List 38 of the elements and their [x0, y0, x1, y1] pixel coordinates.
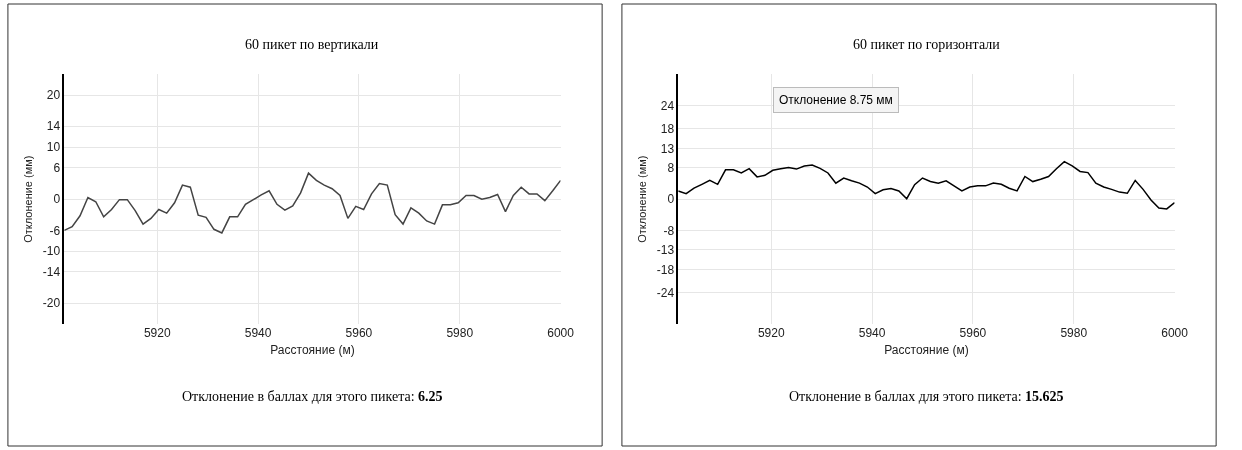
y-tick-label: 0	[53, 192, 61, 207]
x-tick-label: 6000	[1161, 326, 1189, 340]
y-tick-label: -6	[49, 223, 61, 238]
y-tick-label: -24	[656, 285, 675, 300]
x-tick-label: 5940	[858, 326, 886, 340]
y-tick-label: -20	[42, 296, 61, 311]
x-tick-label: 6000	[547, 326, 575, 340]
y-tick-label: -14	[42, 265, 61, 280]
y-tick-label: -8	[663, 223, 675, 238]
annotation: Отклонение 8.75 мм	[779, 93, 893, 107]
x-tick-label: 5920	[757, 326, 785, 340]
text: Отклонение в баллах для этого пикета: 15.625	[789, 389, 1064, 404]
line-series	[64, 172, 561, 234]
x-tick-label: 5980	[446, 326, 474, 340]
y-axis-title: Отклонение (мм)	[21, 155, 34, 243]
x-tick-label: 5920	[143, 326, 171, 340]
y-tick-label: 18	[660, 122, 675, 137]
x-axis-title: Расстояние (м)	[884, 342, 969, 357]
x-tick-label: 5940	[244, 326, 272, 340]
x-tick-label: 5960	[959, 326, 987, 340]
y-tick-label: 10	[46, 140, 61, 155]
x-axis-title: Расстояние (м)	[270, 342, 355, 357]
y-tick-label: -18	[656, 262, 675, 277]
y-axis-title: Отклонение (мм)	[635, 155, 648, 243]
x-tick-label: 5960	[345, 326, 373, 340]
y-tick-label: 8	[667, 161, 675, 176]
text: Отклонение в баллах для этого пикета: 6.25	[182, 389, 443, 404]
y-tick-label: -13	[656, 243, 675, 258]
y-tick-label: 20	[46, 88, 61, 103]
y-tick-label: 0	[667, 192, 675, 207]
chart-title: 60 пикет по вертикали	[245, 37, 379, 52]
y-tick-label: 24	[660, 98, 675, 113]
y-tick-label: 6	[53, 161, 61, 176]
y-tick-label: 13	[660, 141, 675, 156]
x-tick-label: 5980	[1060, 326, 1088, 340]
chart-title: 60 пикет по горизонтали	[853, 37, 1001, 52]
y-tick-label: -10	[42, 244, 61, 259]
y-tick-label: 14	[46, 119, 61, 134]
